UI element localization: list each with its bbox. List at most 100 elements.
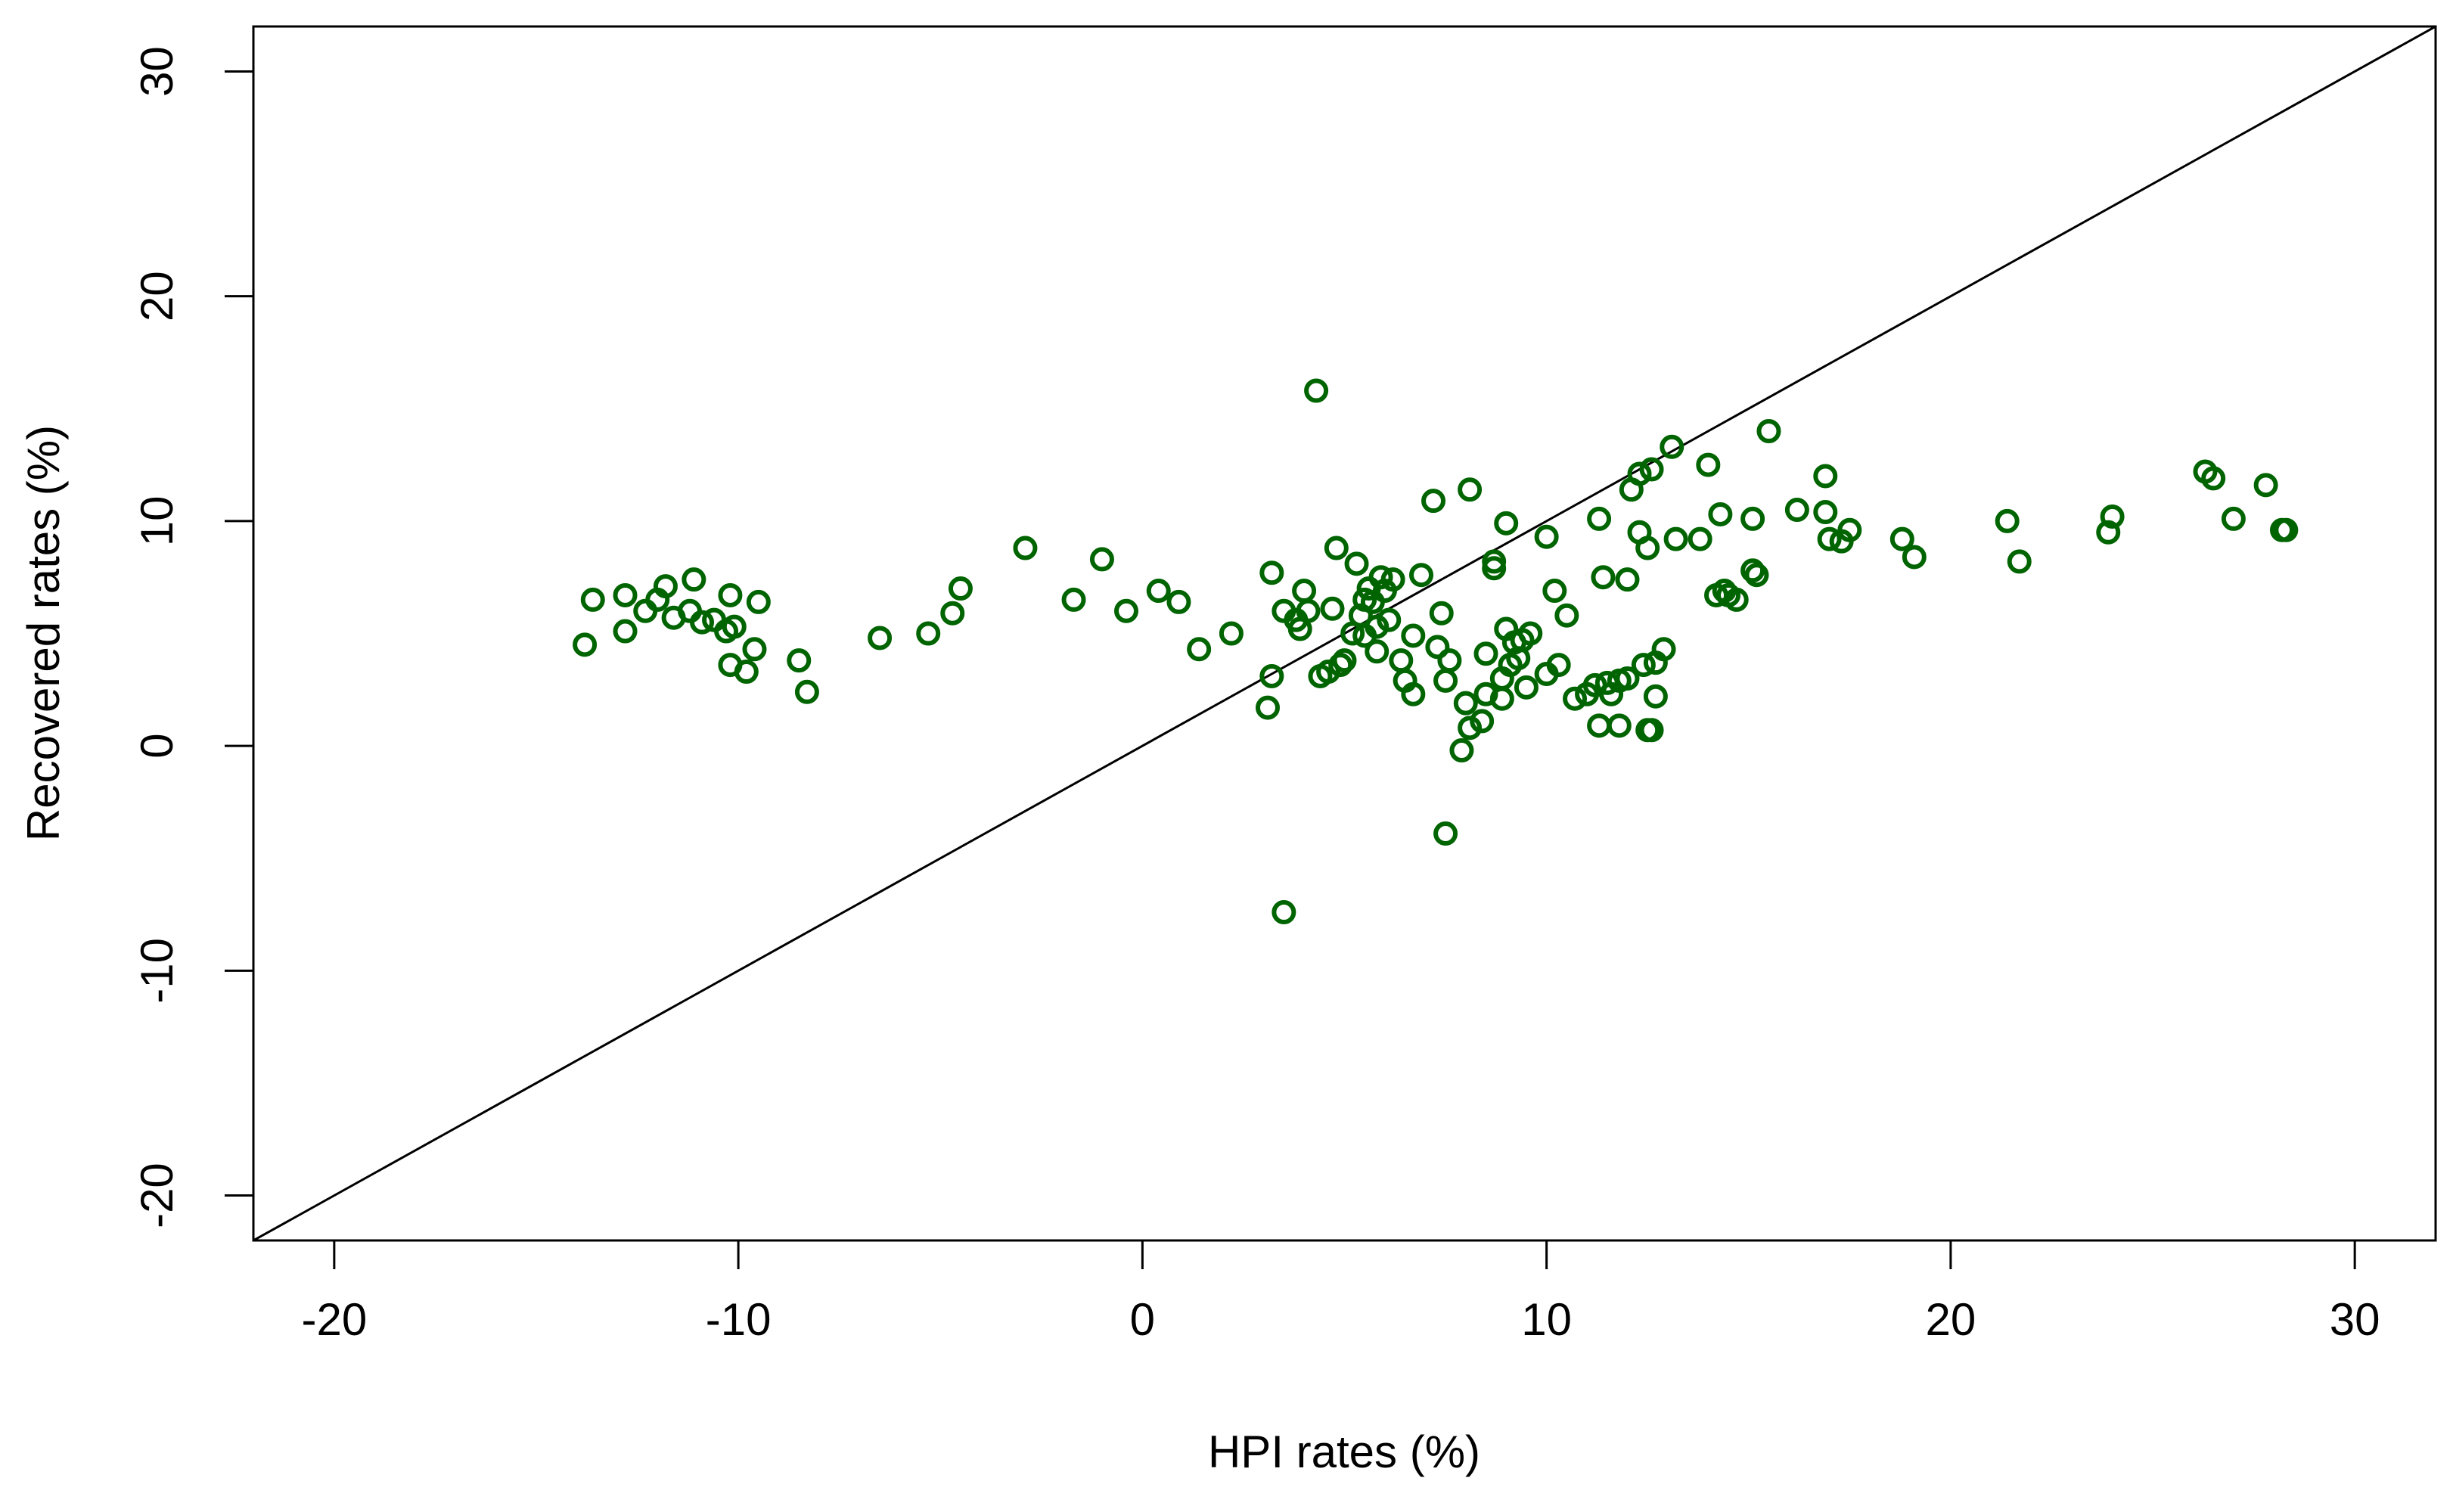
data-point: [1615, 567, 1640, 592]
data-point: [1534, 524, 1559, 549]
y-tick-label: -20: [132, 1163, 182, 1228]
data-point: [1591, 565, 1616, 590]
data-point: [1889, 526, 1914, 551]
data-point: [1660, 434, 1684, 459]
data-point: [1449, 738, 1474, 763]
data-point: [1259, 560, 1284, 585]
data-point: [1187, 637, 1212, 662]
data-point: [1740, 506, 1765, 531]
data-point: [1437, 648, 1462, 673]
data-point: [1724, 587, 1749, 612]
data-point: [1365, 614, 1390, 639]
data-point: [1259, 663, 1284, 688]
x-tick-label: 10: [1521, 1294, 1572, 1345]
data-point: [1401, 623, 1426, 648]
data-point: [1316, 660, 1341, 685]
data-point: [1470, 709, 1495, 734]
data-point: [1425, 635, 1450, 660]
data-point: [1696, 452, 1721, 477]
data-point: [1453, 691, 1478, 716]
y-tick-label: 0: [132, 733, 182, 758]
data-point: [1332, 648, 1357, 673]
data-point: [1324, 536, 1349, 560]
data-point: [1563, 686, 1588, 711]
data-point: [1635, 536, 1660, 560]
data-point: [1089, 547, 1114, 572]
x-tick-label: 20: [1926, 1294, 1976, 1345]
data-point: [2201, 466, 2226, 491]
data-point: [1651, 637, 1676, 662]
data-point: [1995, 508, 2020, 533]
data-point: [1458, 716, 1483, 740]
data-point: [940, 601, 965, 626]
data-point: [1409, 563, 1434, 588]
data-point: [1542, 579, 1567, 604]
data-point: [1380, 567, 1405, 592]
data-point: [1328, 653, 1353, 678]
data-point: [1639, 457, 1664, 482]
data-point: [1061, 587, 1086, 612]
y-tick-label: 30: [132, 46, 182, 97]
data-point: [916, 621, 941, 646]
y-tick-label: 10: [132, 496, 182, 547]
data-point: [722, 614, 747, 639]
data-point: [580, 587, 605, 612]
data-point: [1482, 549, 1507, 574]
x-tick-label: -20: [301, 1294, 367, 1345]
data-point: [1255, 695, 1280, 720]
data-point: [2100, 504, 2125, 529]
data-point: [653, 574, 678, 599]
data-point: [1639, 718, 1664, 743]
data-point: [1902, 545, 1927, 570]
data-point: [2007, 549, 2032, 574]
data-point: [613, 582, 638, 607]
data-point: [1365, 639, 1390, 664]
data-point: [1272, 900, 1296, 925]
data-point: [1817, 526, 1842, 551]
data-point: [734, 660, 759, 685]
data-point: [1518, 621, 1543, 646]
data-point: [1219, 621, 1244, 646]
data-point: [1013, 536, 1038, 560]
y-tick-label: 20: [132, 271, 182, 321]
data-point: [1320, 596, 1345, 621]
data-point: [1627, 461, 1652, 486]
data-point: [1429, 601, 1454, 626]
data-point: [1368, 565, 1393, 590]
data-point: [2269, 517, 2294, 542]
data-point: [1458, 477, 1483, 502]
data-point: [1473, 641, 1498, 666]
data-point: [1514, 675, 1539, 700]
data-point: [718, 582, 743, 607]
data-point: [1813, 500, 1838, 524]
data-point: [1344, 551, 1369, 576]
data-point: [1554, 603, 1579, 628]
data-point: [1494, 511, 1519, 536]
y-axis-title: Recovered rates (%): [18, 425, 69, 841]
data-point: [2221, 506, 2246, 531]
x-tick-label: 30: [2330, 1294, 2380, 1345]
x-tick-label: -10: [706, 1294, 772, 1345]
x-axis-title: HPI rates (%): [1208, 1427, 1480, 1477]
data-point: [613, 619, 638, 644]
data-point: [1377, 607, 1402, 632]
data-point: [1663, 526, 1688, 551]
data-point: [682, 567, 706, 592]
data-point: [1643, 684, 1668, 709]
data-point: [1688, 526, 1712, 551]
data-point: [1813, 464, 1838, 489]
data-point: [2253, 473, 2278, 498]
data-point: [1421, 489, 1446, 514]
data-point: [1756, 419, 1781, 443]
data-point: [1837, 517, 1862, 542]
data-point: [1296, 598, 1321, 623]
data-point: [1166, 589, 1191, 614]
x-axis: -20 -10 0 10 20 30: [301, 1239, 2380, 1345]
data-point: [746, 589, 771, 614]
data-point: [1401, 681, 1426, 706]
data-point: [1784, 498, 1809, 523]
data-point: [794, 679, 819, 704]
data-point: [868, 626, 893, 650]
